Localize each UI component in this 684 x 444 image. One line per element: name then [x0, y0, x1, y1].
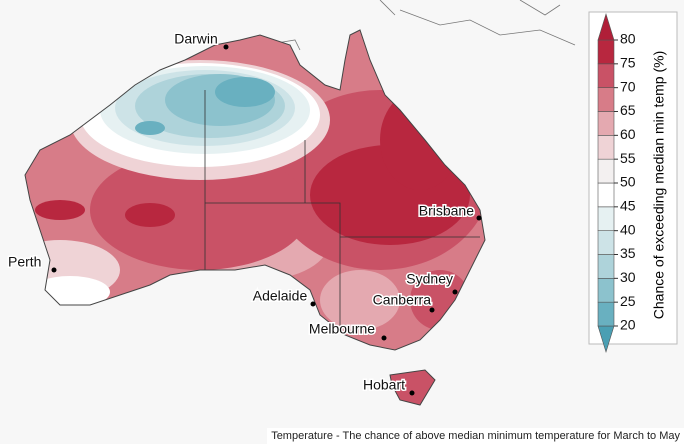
city-dot: [381, 335, 387, 341]
city-dot: [310, 301, 316, 307]
neighbouring-coast: [264, 0, 576, 51]
colorbar-band: [597, 230, 615, 255]
colorbar-tick-label: 75: [620, 55, 636, 71]
coastline: [24, 29, 486, 406]
city-label: Canberra: [373, 292, 432, 308]
colorbar-band: [597, 278, 615, 303]
city-label: Darwin: [174, 31, 218, 47]
colorbar-band: [597, 111, 615, 136]
caption: Temperature - The chance of above median…: [267, 428, 684, 444]
colorbar-band: [597, 63, 615, 88]
state-borders: [204, 90, 480, 330]
colorbar-band: [597, 254, 615, 279]
colorbar-band: [597, 87, 615, 112]
city-label: Hobart: [363, 377, 405, 393]
colorbar-tick-label: 35: [620, 245, 636, 261]
colorbar-tick-label: 30: [620, 269, 636, 285]
colorbar-tick-label: 40: [620, 221, 636, 237]
city-label: Perth: [8, 254, 41, 270]
legend: Chance of exceeding median min temp (%) …: [588, 11, 678, 354]
colorbar-tick-label: 45: [620, 198, 636, 214]
city-dot: [476, 215, 482, 221]
city-label: Brisbane: [419, 203, 474, 219]
colorbar-band: [597, 206, 615, 231]
colorbar-tick-label: 65: [620, 102, 636, 118]
colorbar-tick-label: 80: [620, 31, 636, 47]
city-label: Adelaide: [253, 288, 308, 304]
city-dot: [452, 289, 458, 295]
colorbar-band: [597, 39, 615, 65]
colorbar-band: [597, 135, 615, 160]
city-dot: [409, 390, 415, 396]
city-label: Melbourne: [309, 321, 375, 337]
colorbar-band: [597, 158, 615, 184]
city-label: Sydney: [406, 271, 453, 287]
city-dot: [223, 44, 229, 50]
colorbar-band: [597, 182, 615, 208]
colorbar-tick-label: 25: [620, 293, 636, 309]
colorbar-tick-label: 50: [620, 174, 636, 190]
colorbar-tick-label: 60: [620, 126, 636, 142]
colorbar-tick-label: 20: [620, 317, 636, 333]
legend-title: Chance of exceeding median min temp (%): [651, 51, 667, 319]
city-layer: Darwin Brisbane Perth Sydney Adelaide Canberr…: [7, 29, 482, 396]
colorbar-extend-high: [597, 12, 615, 41]
colorbar-band: [597, 301, 615, 327]
colorbar-tick-label: 70: [620, 78, 636, 94]
city-dot: [429, 307, 435, 313]
city-dot: [51, 267, 57, 273]
colorbar-tick-label: 55: [620, 150, 636, 166]
